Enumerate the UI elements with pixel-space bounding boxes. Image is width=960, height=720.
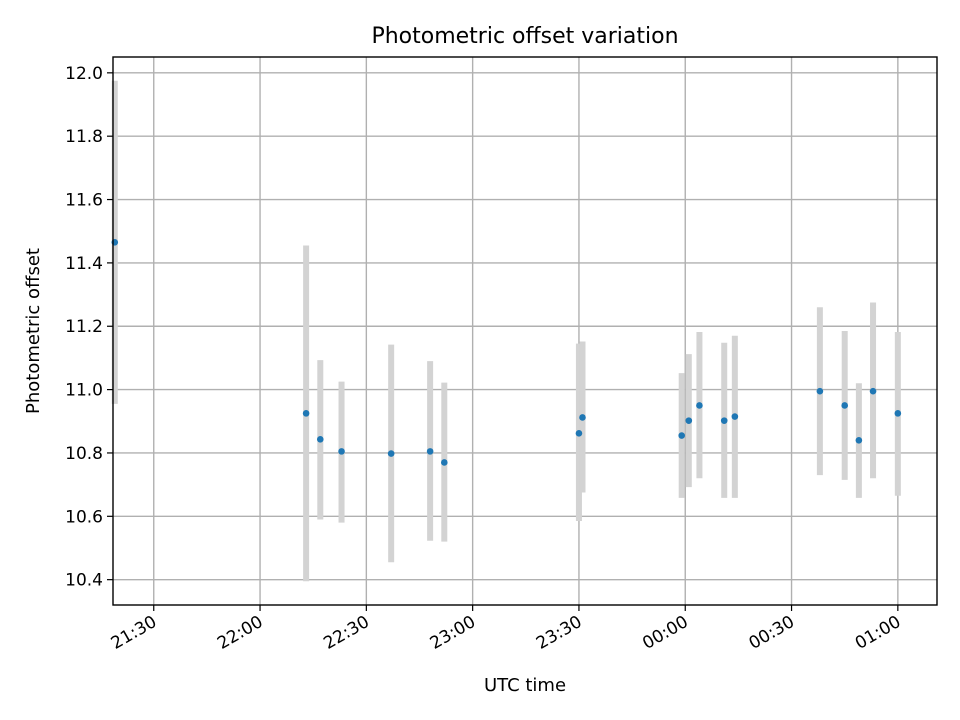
x-tick-label: 23:30	[533, 612, 585, 654]
y-axis-ticks: 10.4 10.6 10.8 11.0 11.2 11.4 11.6 11.8 12.0	[65, 64, 113, 591]
x-axis-label: UTC time	[484, 675, 566, 696]
y-tick-label: 10.4	[65, 571, 103, 591]
error-bars	[111, 80, 901, 582]
x-tick-label: 22:30	[320, 612, 372, 654]
x-tick-label: 00:00	[639, 612, 691, 654]
data-point	[855, 436, 863, 444]
y-tick-label: 10.6	[65, 507, 103, 527]
data-point	[816, 387, 824, 395]
data-point	[575, 430, 583, 437]
data-point	[841, 402, 848, 409]
y-tick-label: 11.2	[65, 317, 103, 337]
data-point	[441, 459, 448, 466]
chart-title: Photometric offset variation	[371, 24, 678, 49]
data-point	[316, 436, 324, 443]
data-point	[678, 432, 686, 439]
y-tick-label: 10.8	[65, 444, 103, 464]
x-tick-label: 23:00	[427, 612, 479, 654]
data-points	[111, 239, 902, 466]
y-tick-label: 11.0	[65, 381, 103, 401]
data-point	[685, 417, 693, 424]
x-tick-label: 00:30	[746, 612, 798, 654]
y-tick-label: 11.6	[65, 191, 103, 211]
x-tick-label: 01:00	[852, 612, 904, 654]
data-point	[387, 450, 395, 457]
x-tick-label: 21:30	[108, 612, 160, 654]
data-point	[338, 448, 345, 455]
data-point	[869, 387, 877, 395]
x-axis-ticks: 21:30 22:00 22:30 23:00 23:30 00:00 00:30 01:00	[108, 605, 904, 654]
grid	[113, 57, 937, 605]
x-tick-label: 22:00	[214, 612, 266, 654]
plot-area-frame	[112, 56, 938, 606]
y-tick-label: 12.0	[65, 64, 103, 84]
data-point	[426, 448, 434, 455]
y-axis-label: Photometric offset	[23, 248, 44, 414]
y-tick-label: 11.4	[65, 254, 103, 274]
data-point	[579, 414, 586, 421]
y-tick-label: 11.8	[65, 127, 103, 147]
data-point	[720, 417, 728, 424]
data-point	[696, 402, 703, 409]
data-point	[894, 410, 902, 417]
data-point	[302, 410, 310, 417]
data-point	[731, 413, 739, 420]
